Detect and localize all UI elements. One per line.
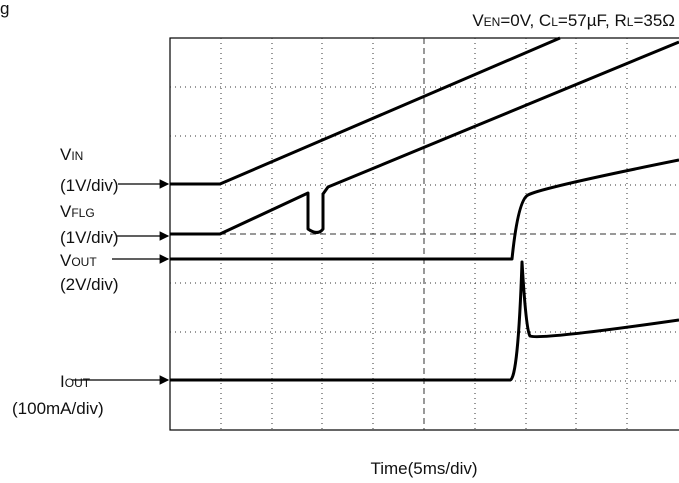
subscript: EN bbox=[484, 15, 501, 29]
vout-trace bbox=[170, 158, 679, 261]
text-part: V bbox=[472, 11, 484, 30]
subscript: OUT bbox=[71, 255, 97, 269]
x-axis-label: Time(5ms/div) bbox=[370, 459, 477, 478]
trace-scale: (100mA/div) bbox=[12, 399, 104, 418]
text-part: =35Ω bbox=[633, 11, 675, 30]
corner-text: g bbox=[0, 0, 9, 18]
text-part: V bbox=[60, 145, 72, 164]
vflg-trace bbox=[170, 40, 679, 236]
subscript: OUT bbox=[65, 376, 91, 390]
trace-scale: (2V/div) bbox=[60, 275, 119, 294]
text-part: I bbox=[60, 372, 65, 391]
subscript: IN bbox=[71, 149, 83, 163]
vin-trace bbox=[170, 36, 561, 186]
text-part: =0V, C bbox=[500, 11, 551, 30]
text-part: V bbox=[60, 251, 72, 270]
trace-name: IOUT bbox=[60, 372, 91, 391]
subscript: L bbox=[627, 15, 634, 29]
trace-name: VIN bbox=[60, 145, 83, 164]
traces bbox=[170, 36, 679, 382]
subscript: L bbox=[551, 15, 558, 29]
text-part: V bbox=[60, 202, 72, 221]
arrows bbox=[72, 179, 170, 385]
subscript: FLG bbox=[71, 206, 94, 220]
trace-scale: (1V/div) bbox=[60, 176, 119, 195]
trace-name: VOUT bbox=[60, 251, 97, 270]
chart-title: VEN=0V, CL=57µF, RL=35Ω bbox=[472, 11, 675, 30]
trace-name: VFLG bbox=[60, 202, 95, 221]
iout-trace bbox=[170, 260, 679, 382]
text-part: =57µF, R bbox=[558, 11, 627, 30]
trace-scale: (1V/div) bbox=[60, 228, 119, 247]
